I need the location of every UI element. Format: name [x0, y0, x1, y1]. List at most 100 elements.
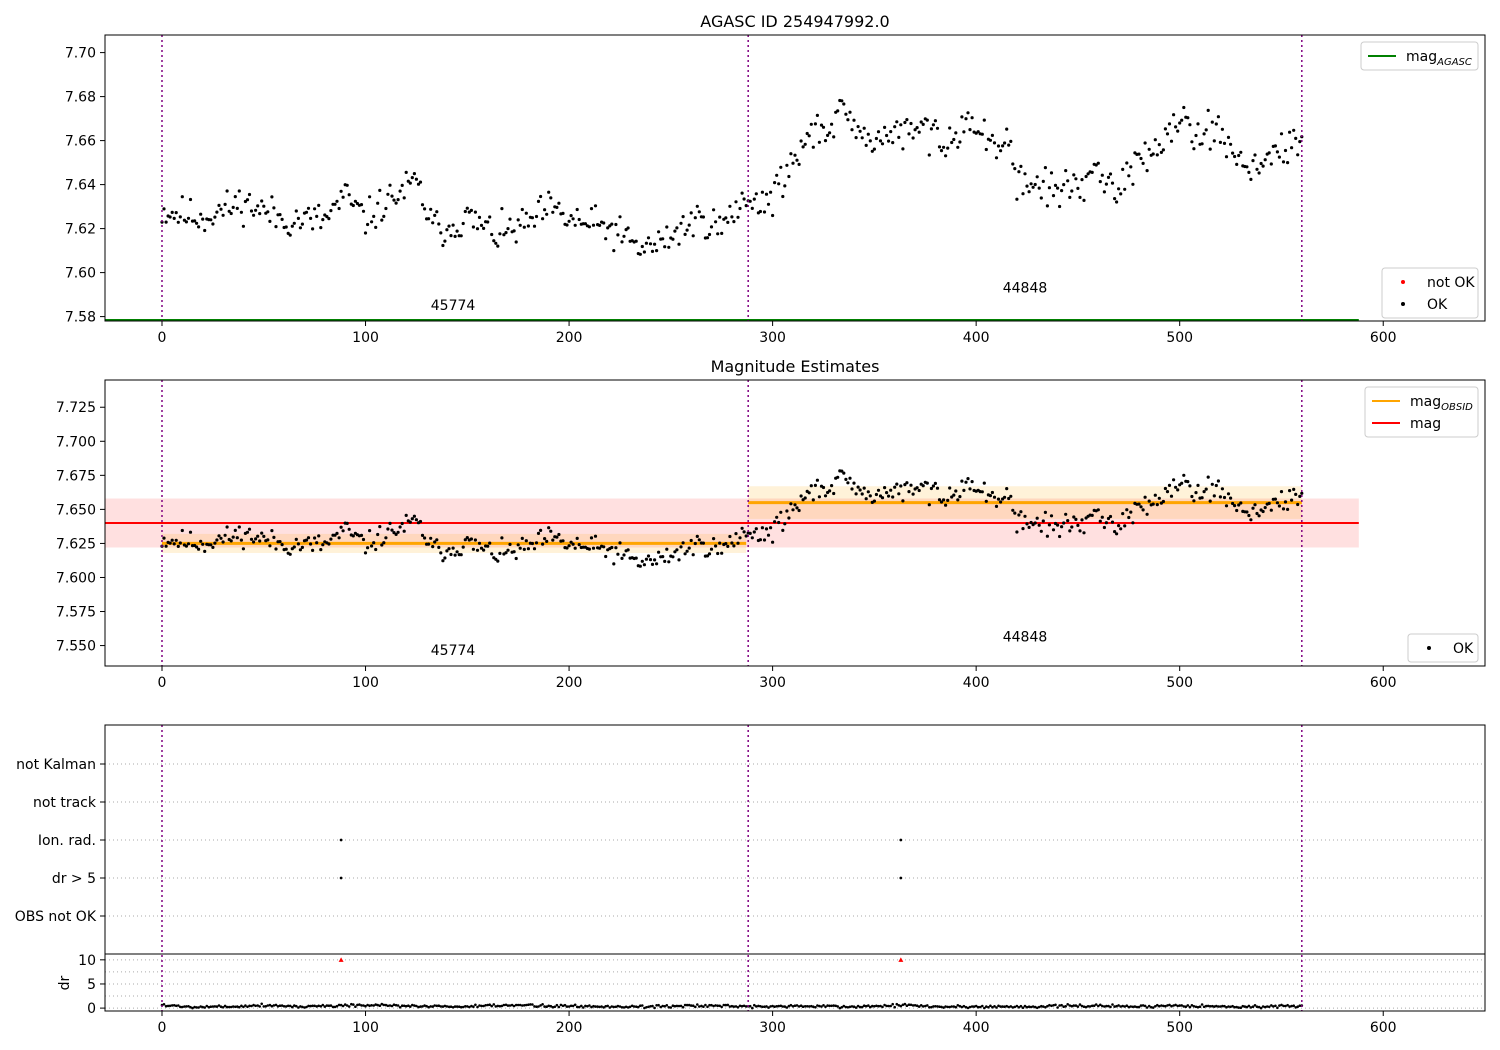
data-point [184, 220, 188, 224]
data-point [557, 532, 561, 537]
data-point [522, 547, 526, 552]
data-point [732, 544, 736, 548]
dr-point [1094, 1003, 1098, 1006]
dr-point [404, 1004, 408, 1008]
data-point [848, 476, 852, 480]
data-point [994, 504, 999, 508]
dr-point [751, 1006, 754, 1010]
data-point [1015, 197, 1019, 201]
data-point [1141, 161, 1145, 165]
data-point [372, 214, 376, 218]
data-point [1019, 510, 1023, 514]
dr-point [1129, 1005, 1133, 1008]
dr-point [997, 1004, 1000, 1008]
data-point [469, 208, 473, 212]
data-point [1009, 139, 1013, 143]
data-point [1290, 146, 1294, 150]
dr-point [1253, 1004, 1257, 1007]
data-point [1247, 513, 1251, 518]
data-point [988, 494, 993, 498]
data-point [1117, 187, 1121, 191]
data-point [1294, 492, 1298, 496]
dr-point [999, 1005, 1002, 1008]
data-point [1080, 518, 1084, 522]
data-point [547, 190, 551, 194]
dr-point [913, 1004, 917, 1007]
dr-point [964, 1005, 968, 1009]
dr-point [826, 1004, 829, 1007]
dr-point [197, 1006, 200, 1009]
dr-point [573, 1003, 577, 1007]
data-point [1283, 500, 1288, 504]
data-point [260, 531, 264, 535]
data-point [300, 222, 304, 226]
data-point [309, 216, 313, 220]
data-point [319, 226, 323, 230]
data-point [567, 219, 571, 223]
dr-point [620, 1006, 624, 1009]
data-point [420, 203, 425, 207]
data-point [490, 552, 494, 556]
dr-point [775, 1005, 778, 1008]
data-point [213, 541, 217, 545]
data-point [602, 221, 606, 225]
data-point [980, 490, 984, 494]
data-point [622, 553, 626, 557]
data-point [673, 550, 677, 554]
dr-point [333, 1005, 337, 1009]
data-point [547, 526, 551, 530]
data-point [374, 225, 378, 229]
legend-dot-swatch [1401, 280, 1405, 284]
data-point [337, 536, 341, 540]
data-point [408, 520, 412, 524]
data-point [828, 489, 832, 493]
dr-point [730, 1004, 734, 1008]
data-point [1145, 512, 1149, 516]
dr-point [445, 1005, 449, 1008]
data-point [1165, 132, 1170, 136]
data-point [734, 200, 738, 204]
data-point [268, 544, 272, 548]
data-point [1108, 172, 1113, 176]
data-point [520, 207, 524, 212]
data-point [412, 172, 416, 176]
data-point [402, 529, 406, 533]
data-point [766, 202, 771, 206]
data-point [718, 541, 722, 545]
data-point [1200, 142, 1204, 146]
dr-point [1054, 1003, 1057, 1007]
dr-point [685, 1003, 689, 1007]
dr-point [270, 1004, 274, 1008]
data-point [907, 132, 911, 136]
data-point [1182, 105, 1186, 110]
dr-point [852, 1005, 856, 1008]
dr-point [779, 1004, 783, 1008]
data-point [740, 191, 744, 195]
data-point [587, 225, 592, 229]
data-point [1259, 161, 1263, 166]
data-point [856, 485, 860, 489]
data-point [463, 538, 467, 542]
data-point [848, 110, 852, 114]
data-point [549, 196, 553, 200]
data-point [937, 498, 942, 502]
data-point [791, 508, 795, 512]
data-point [1125, 161, 1129, 165]
data-point [530, 216, 535, 220]
dr-point [1044, 1006, 1047, 1009]
dr-point [624, 1005, 628, 1009]
dr-point [659, 1005, 662, 1009]
data-point [433, 213, 437, 217]
data-point [990, 490, 995, 495]
dr-point [464, 1005, 467, 1008]
data-point [685, 549, 689, 553]
data-point [805, 131, 809, 136]
legend-label: OK [1427, 297, 1448, 313]
dr-point [1251, 1005, 1255, 1008]
data-point [689, 211, 693, 215]
dr-point [370, 1004, 373, 1007]
data-point [1186, 116, 1190, 120]
data-point [1245, 510, 1249, 514]
data-point [801, 145, 805, 149]
data-point [1208, 499, 1212, 503]
